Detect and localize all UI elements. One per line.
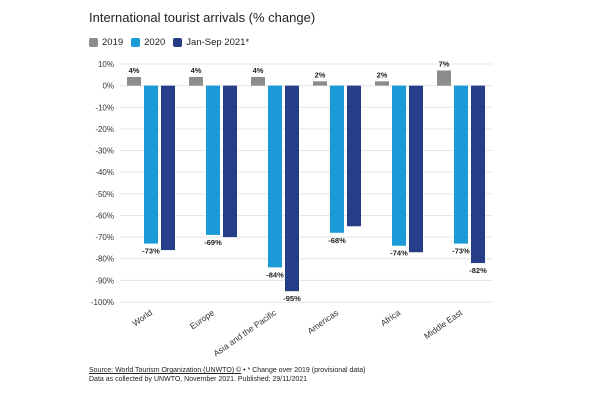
x-tick-label: Africa xyxy=(379,307,403,328)
chart-title: International tourist arrivals (% change… xyxy=(89,10,316,25)
legend-label-2019: 2019 xyxy=(102,37,124,48)
bar-layer xyxy=(127,70,485,292)
legend-item-2020: 2020 xyxy=(131,37,165,48)
legend-item-2021: Jan-Sep 2021* xyxy=(173,37,249,48)
bar-jansep2021 xyxy=(223,85,237,238)
data-label: 7% xyxy=(439,59,450,68)
data-label: -84% xyxy=(266,270,284,279)
bar-2020 xyxy=(330,85,344,233)
footer: Source: World Tourism Organization (UNWT… xyxy=(89,366,365,384)
legend-swatch-2019 xyxy=(89,38,98,47)
y-tick-label: -10% xyxy=(95,103,114,112)
data-label: 2% xyxy=(377,70,388,79)
data-label: 4% xyxy=(253,66,264,75)
bar-2020 xyxy=(454,85,468,244)
bar-2020 xyxy=(206,85,220,235)
grid-layer xyxy=(120,63,492,303)
data-label: 2% xyxy=(315,70,326,79)
bar-jansep2021 xyxy=(161,85,175,251)
y-tick-label: -50% xyxy=(95,190,114,199)
data-label: -69% xyxy=(204,238,222,247)
bar-2019 xyxy=(375,81,389,86)
y-tick-label: -20% xyxy=(95,125,114,134)
data-label: -74% xyxy=(390,249,408,258)
y-tick-label: -90% xyxy=(95,276,114,285)
x-tick-label: Middle East xyxy=(422,307,465,341)
data-label: -68% xyxy=(328,236,346,245)
bar-2019 xyxy=(251,76,265,86)
x-tick-label: World xyxy=(130,307,154,328)
legend-swatch-2021 xyxy=(173,38,183,47)
legend-swatch-2020 xyxy=(131,38,141,47)
bar-2019 xyxy=(127,76,141,86)
footer-line-2: Data as collected by UNWTO, November 202… xyxy=(89,376,308,383)
x-tick-label: Europe xyxy=(188,307,216,331)
legend-label-2021: Jan-Sep 2021* xyxy=(186,37,250,48)
legend: 2019 2020 Jan-Sep 2021* xyxy=(89,37,249,48)
data-label: -82% xyxy=(469,266,487,275)
data-label: -73% xyxy=(452,247,470,256)
bar-jansep2021 xyxy=(409,85,423,253)
data-label: -73% xyxy=(142,247,160,256)
bar-jansep2021 xyxy=(471,85,485,264)
bar-jansep2021 xyxy=(285,85,299,292)
bar-jansep2021 xyxy=(347,85,361,227)
data-label: 4% xyxy=(191,66,202,75)
y-tick-label: 10% xyxy=(98,60,114,69)
data-label: 4% xyxy=(129,66,140,75)
x-tick-label: Asia and the Pacific xyxy=(211,307,279,358)
data-label: -95% xyxy=(283,294,301,303)
y-tick-label: -80% xyxy=(95,255,114,264)
bar-2020 xyxy=(144,85,158,244)
legend-label-2020: 2020 xyxy=(144,37,166,48)
y-tick-label: -100% xyxy=(91,298,114,307)
legend-item-2019: 2019 xyxy=(89,37,123,48)
bar-2019 xyxy=(437,70,451,86)
bar-2020 xyxy=(268,85,282,268)
bar-2019 xyxy=(189,76,203,86)
bar-2019 xyxy=(313,81,327,86)
y-tick-label: -70% xyxy=(95,233,114,242)
y-tick-label: -40% xyxy=(95,168,114,177)
footer-note: • * Change over 2019 (provisional data) xyxy=(241,367,366,374)
y-tick-label: -30% xyxy=(95,147,114,156)
y-tick-label: -60% xyxy=(95,211,114,220)
x-tick-label: Americas xyxy=(305,307,340,336)
source-link[interactable]: Source: World Tourism Organization (UNWT… xyxy=(89,367,242,374)
bar-2020 xyxy=(392,85,406,246)
y-tick-label: 0% xyxy=(102,82,114,91)
footer-line-1: Source: World Tourism Organization (UNWT… xyxy=(89,366,365,375)
